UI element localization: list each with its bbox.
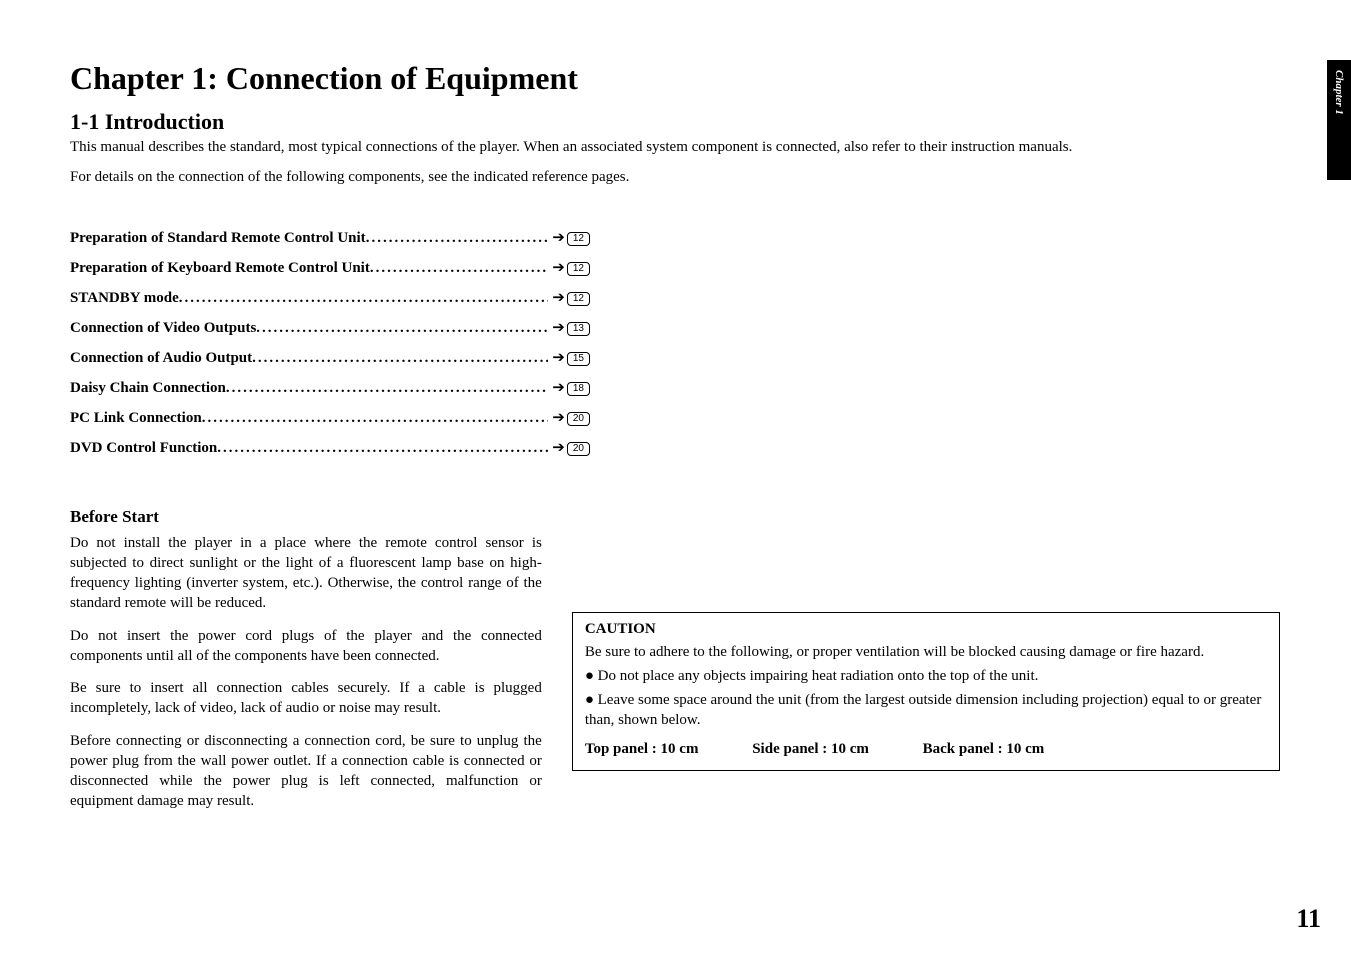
page-content: Chapter 1: Connection of Equipment 1-1 I…	[70, 60, 1280, 824]
toc-label: PC Link Connection	[70, 410, 202, 427]
toc-label: Preparation of Standard Remote Control U…	[70, 230, 366, 247]
toc-row: PC Link Connection ➔ 20	[70, 408, 590, 427]
toc-page-ref: 20	[567, 442, 590, 456]
toc-dots	[256, 320, 548, 337]
toc-page-ref: 12	[567, 232, 590, 246]
toc-label: Daisy Chain Connection	[70, 380, 226, 397]
toc-page-ref: 13	[567, 322, 590, 336]
panel-clearance-row: Top panel : 10 cm Side panel : 10 cm Bac…	[585, 741, 1267, 758]
side-panel-clearance: Side panel : 10 cm	[752, 741, 869, 758]
page-number: 11	[1296, 904, 1321, 934]
before-start-p3: Be sure to insert all connection cables …	[70, 678, 542, 719]
toc-row: DVD Control Function ➔ 20	[70, 438, 590, 457]
toc-row: Preparation of Keyboard Remote Control U…	[70, 258, 590, 277]
arrow-icon: ➔	[548, 438, 567, 456]
arrow-icon: ➔	[548, 228, 567, 246]
toc-page-ref: 12	[567, 292, 590, 306]
arrow-icon: ➔	[548, 408, 567, 426]
section-heading: 1-1 Introduction	[70, 109, 1280, 135]
toc-dots	[202, 410, 549, 427]
toc-page-ref: 18	[567, 382, 590, 396]
toc-label: Preparation of Keyboard Remote Control U…	[70, 260, 370, 277]
toc-page-ref: 12	[567, 262, 590, 276]
toc-row: Connection of Audio Output ➔ 15	[70, 348, 590, 367]
before-start-heading: Before Start	[70, 507, 542, 527]
caution-bullet-1: ● Do not place any objects impairing hea…	[585, 666, 1267, 686]
arrow-icon: ➔	[548, 348, 567, 366]
toc-label: DVD Control Function	[70, 440, 217, 457]
toc-page-ref: 15	[567, 352, 590, 366]
caution-heading: CAUTION	[585, 621, 1267, 638]
toc-dots	[370, 260, 548, 277]
intro-line-2: For details on the connection of the fol…	[70, 167, 1280, 187]
chapter-title: Chapter 1: Connection of Equipment	[70, 60, 1280, 97]
arrow-icon: ➔	[548, 288, 567, 306]
toc-row: Connection of Video Outputs ➔ 13	[70, 318, 590, 337]
toc-row: Daisy Chain Connection ➔ 18	[70, 378, 590, 397]
toc-dots	[226, 380, 548, 397]
caution-bullet-2: ● Leave some space around the unit (from…	[585, 690, 1267, 731]
chapter-side-tab: Chapter 1	[1327, 60, 1351, 180]
caution-b2-text: Leave some space around the unit (from t…	[585, 692, 1262, 728]
toc-label: STANDBY mode	[70, 290, 179, 307]
before-start-p4: Before connecting or disconnecting a con…	[70, 731, 542, 812]
before-start-p1: Do not install the player in a place whe…	[70, 533, 542, 614]
before-start-p2: Do not insert the power cord plugs of th…	[70, 626, 542, 667]
toc-dots	[252, 350, 548, 367]
toc-dots	[366, 230, 549, 247]
caution-b1-text: Do not place any objects impairing heat …	[598, 668, 1039, 684]
toc-row: Preparation of Standard Remote Control U…	[70, 228, 590, 247]
lower-section: Before Start Do not install the player i…	[70, 507, 1280, 824]
toc-label: Connection of Video Outputs	[70, 320, 256, 337]
caution-box: CAUTION Be sure to adhere to the followi…	[572, 612, 1280, 771]
before-start-column: Before Start Do not install the player i…	[70, 507, 572, 824]
arrow-icon: ➔	[548, 318, 567, 336]
arrow-icon: ➔	[548, 258, 567, 276]
caution-p1: Be sure to adhere to the following, or p…	[585, 642, 1267, 662]
back-panel-clearance: Back panel : 10 cm	[923, 741, 1045, 758]
intro-line-1: This manual describes the standard, most…	[70, 137, 1280, 157]
toc: Preparation of Standard Remote Control U…	[70, 228, 590, 457]
toc-dots	[179, 290, 549, 307]
toc-label: Connection of Audio Output	[70, 350, 252, 367]
arrow-icon: ➔	[548, 378, 567, 396]
toc-dots	[217, 440, 548, 457]
top-panel-clearance: Top panel : 10 cm	[585, 741, 699, 758]
toc-row: STANDBY mode ➔ 12	[70, 288, 590, 307]
toc-page-ref: 20	[567, 412, 590, 426]
